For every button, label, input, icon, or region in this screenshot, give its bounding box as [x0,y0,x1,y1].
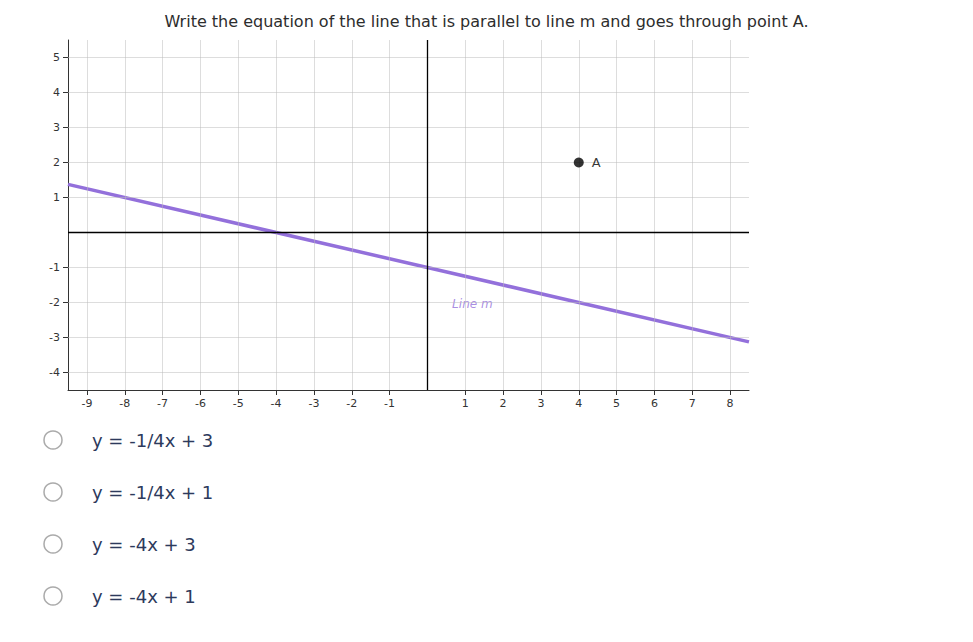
svg-text:-1: -1 [49,261,60,274]
svg-text:-5: -5 [233,397,244,410]
svg-text:-4: -4 [271,397,282,410]
svg-text:7: 7 [689,397,696,410]
svg-text:8: 8 [727,397,734,410]
svg-text:-3: -3 [49,331,60,344]
svg-text:2: 2 [53,156,60,169]
svg-text:1: 1 [462,397,469,410]
svg-text:Line m: Line m [452,297,493,311]
svg-text:1: 1 [53,191,60,204]
svg-text:4: 4 [53,86,60,99]
svg-text:6: 6 [651,397,658,410]
svg-text:4: 4 [575,397,582,410]
svg-text:5: 5 [613,397,620,410]
svg-text:-4: -4 [49,366,60,379]
svg-text:A: A [592,155,601,170]
svg-text:-8: -8 [119,397,130,410]
svg-text:5: 5 [53,51,60,64]
svg-text:-9: -9 [81,397,92,410]
svg-text:-2: -2 [346,397,357,410]
svg-text:2: 2 [500,397,507,410]
svg-text:-3: -3 [308,397,319,410]
svg-text:-2: -2 [49,296,60,309]
svg-text:3: 3 [53,121,60,134]
svg-text:y = -4x + 1: y = -4x + 1 [92,586,196,607]
svg-text:-1: -1 [384,397,395,410]
svg-text:y = -4x + 3: y = -4x + 3 [92,534,196,555]
svg-text:-6: -6 [195,397,206,410]
svg-text:Write the equation of the line: Write the equation of the line that is p… [165,12,809,31]
svg-text:y = -1/4x + 3: y = -1/4x + 3 [92,430,213,451]
svg-text:y = -1/4x + 1: y = -1/4x + 1 [92,482,213,503]
svg-text:-7: -7 [157,397,168,410]
svg-text:3: 3 [537,397,544,410]
